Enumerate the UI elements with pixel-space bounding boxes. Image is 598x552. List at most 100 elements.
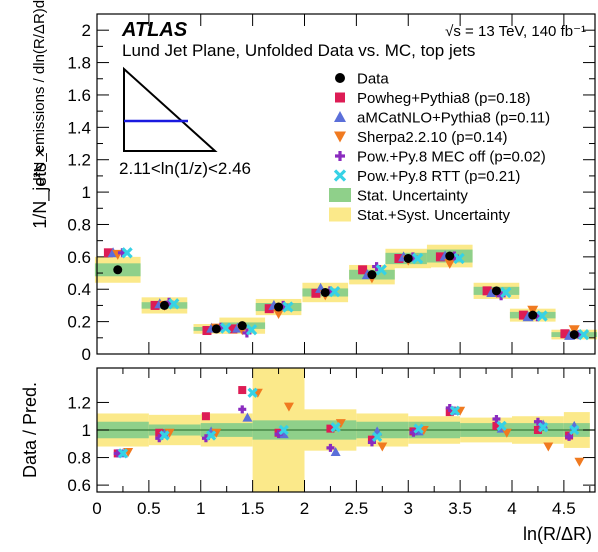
mc-point <box>444 258 456 269</box>
mc-point <box>282 301 294 313</box>
ratio-point <box>159 430 170 441</box>
y-tick-label: 0.8 <box>67 215 91 234</box>
legend-label: Powheg+Pythia8 (p=0.18) <box>357 90 530 107</box>
ratio-point <box>533 426 542 434</box>
y-label-fraction: d²N_emissions / dln(R/ΔR)dln(1/z) <box>31 0 48 186</box>
ratio-point <box>413 423 424 434</box>
ratio-point <box>201 412 210 421</box>
ratio-point <box>565 432 574 441</box>
ratio-point <box>496 420 507 431</box>
chart-title: Lund Jet Plane, Unfolded Data vs. MC, to… <box>122 41 475 60</box>
mc-point <box>411 252 424 265</box>
main-plot-frame <box>96 13 596 355</box>
x-tick-label: 1 <box>196 499 205 518</box>
ratio-point <box>330 422 341 433</box>
x-axis-label: ln(R/ΔR) <box>523 524 592 544</box>
mc-point <box>394 253 404 263</box>
ratio-point <box>492 414 501 423</box>
legend-marker <box>333 169 347 182</box>
x-tick-label: 2 <box>300 499 309 518</box>
x-tick-label: 4.5 <box>552 499 576 518</box>
x-tick-label: 4 <box>507 499 516 518</box>
ratio-point <box>367 438 376 447</box>
x-tick-label: 3.5 <box>448 499 472 518</box>
lund-plane-triangle-inset <box>123 66 218 152</box>
ratio-point <box>330 447 341 457</box>
ratio-point <box>326 424 335 433</box>
legend-marker <box>335 151 345 161</box>
ratio-y-ticks: 0.6 0.8 1 1.2 <box>67 393 595 495</box>
ratio-point <box>278 429 289 439</box>
y-tick-label: 0.4 <box>67 280 91 299</box>
legend-label: Sherpa2.2.10 (p=0.14) <box>357 129 508 146</box>
mc-point <box>202 326 212 336</box>
data-point <box>528 310 538 320</box>
main-x-ticks <box>96 14 565 354</box>
ratio-point <box>445 408 454 417</box>
mc-point <box>536 310 548 322</box>
y-label-factor: 1/N_jets × <box>30 147 51 229</box>
x-tick-label: 0.5 <box>137 499 161 518</box>
ratio-point <box>238 386 247 395</box>
ratio-point <box>238 405 247 414</box>
ratio-point <box>155 428 164 437</box>
ratio-point <box>371 431 383 443</box>
y-tick-label: 1.8 <box>67 54 91 73</box>
ratio-point <box>377 442 388 452</box>
y-tick-label: 0.6 <box>67 248 91 267</box>
mc-point <box>273 309 285 320</box>
mc-point <box>358 265 368 275</box>
legend-label: Data <box>357 71 389 88</box>
ratio-y-tick-label: 0.6 <box>67 476 91 495</box>
main-series <box>103 247 590 341</box>
uncertainty-bands <box>94 244 598 340</box>
x-tick-label: 0 <box>92 499 101 518</box>
data-point <box>320 287 330 297</box>
main-panel: 0 0.2 0.4 0.6 0.8 1 1.2 1.4 1.6 1.8 2 ATLAS √s = 1… <box>30 0 598 364</box>
ratio-series <box>113 386 585 467</box>
ratio-panel: 0.6 0.8 1 1.2 0 0.5 1 1.5 2 2.5 3 3.5 4 4.5 Data / P… <box>20 367 596 544</box>
mc-point <box>150 300 160 310</box>
x-tick-label: 2.5 <box>345 499 369 518</box>
mc-point <box>328 286 341 298</box>
mc-point <box>168 298 180 310</box>
legend-marker <box>334 111 346 122</box>
ratio-point <box>335 419 346 429</box>
ratio-y-tick-label: 0.8 <box>67 449 91 468</box>
mc-point <box>103 248 113 258</box>
legend-label: Pow.+Py.8 RTT (p=0.21) <box>357 168 520 185</box>
x-tick-label: 3 <box>404 499 413 518</box>
mc-point <box>245 324 258 336</box>
ratio-y-tick-label: 1 <box>82 421 91 440</box>
ratio-point <box>205 430 217 441</box>
legend-marker <box>329 207 351 222</box>
legend-label: Stat.+Syst. Uncertainty <box>357 207 510 224</box>
y-label-fraction-group: d²N_emissions / dln(R/ΔR)dln(1/z) <box>31 0 48 186</box>
mc-point <box>435 252 445 262</box>
data-point <box>211 324 221 334</box>
legend-label: Pow.+Py.8 MEC off (p=0.02) <box>357 149 546 166</box>
data-point <box>159 300 169 310</box>
mc-point <box>577 328 590 341</box>
mc-point <box>453 252 465 265</box>
legend-marker <box>335 73 345 83</box>
legend: Data Powheg+Pythia8 (p=0.18) aMCatNLO+Pyth… <box>329 71 550 224</box>
ratio-point <box>418 426 429 435</box>
data-point <box>113 265 123 275</box>
y-tick-label: 1 <box>82 183 91 202</box>
ratio-point <box>242 412 253 422</box>
legend-label: aMCatNLO+Pythia8 (p=0.11) <box>357 110 550 127</box>
ratio-point <box>449 405 461 416</box>
ratio-point <box>533 417 542 426</box>
data-point <box>274 302 284 312</box>
mc-point <box>560 329 570 339</box>
ratio-point <box>283 402 294 412</box>
energy-label: √s = 13 TeV, 140 fb⁻¹ <box>445 23 586 40</box>
y-tick-label: 2 <box>82 21 91 40</box>
ratio-y-label: Data / Pred. <box>20 382 40 478</box>
y-tick-label: 0.2 <box>67 313 91 332</box>
ratio-point <box>326 443 335 452</box>
mc-point <box>311 288 321 298</box>
mc-point <box>500 286 512 299</box>
